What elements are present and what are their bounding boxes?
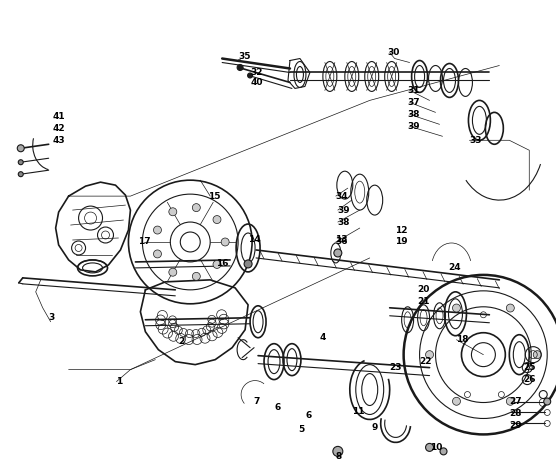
Text: 37: 37 bbox=[408, 98, 420, 107]
Circle shape bbox=[506, 304, 514, 312]
Text: 18: 18 bbox=[457, 335, 469, 344]
Text: 6: 6 bbox=[274, 403, 280, 412]
Text: 35: 35 bbox=[238, 52, 251, 61]
Text: 20: 20 bbox=[418, 285, 430, 294]
Text: 11: 11 bbox=[352, 407, 364, 416]
Text: 41: 41 bbox=[53, 112, 65, 121]
Text: 14: 14 bbox=[248, 236, 261, 245]
Circle shape bbox=[452, 304, 461, 312]
Text: 1: 1 bbox=[116, 377, 123, 386]
Text: 10: 10 bbox=[429, 443, 442, 452]
Text: 30: 30 bbox=[388, 48, 400, 57]
Circle shape bbox=[17, 145, 25, 152]
Text: 32: 32 bbox=[250, 68, 262, 77]
Circle shape bbox=[213, 216, 221, 224]
Text: 24: 24 bbox=[448, 264, 461, 272]
Circle shape bbox=[334, 249, 342, 257]
Text: 17: 17 bbox=[138, 238, 151, 247]
Circle shape bbox=[237, 65, 243, 70]
Circle shape bbox=[426, 443, 433, 451]
Circle shape bbox=[244, 260, 252, 268]
Circle shape bbox=[426, 351, 433, 359]
Circle shape bbox=[213, 260, 221, 268]
Text: 38: 38 bbox=[408, 110, 420, 119]
Circle shape bbox=[544, 398, 551, 405]
Text: 13: 13 bbox=[335, 236, 348, 245]
Text: 9: 9 bbox=[372, 423, 378, 432]
Text: 19: 19 bbox=[395, 238, 407, 247]
Circle shape bbox=[333, 446, 343, 456]
Circle shape bbox=[440, 448, 447, 455]
Text: 3: 3 bbox=[48, 314, 55, 322]
Text: 43: 43 bbox=[53, 136, 65, 145]
Text: 33: 33 bbox=[470, 136, 482, 145]
Text: 36: 36 bbox=[336, 238, 348, 247]
Text: 15: 15 bbox=[208, 191, 221, 200]
Circle shape bbox=[18, 160, 23, 165]
Circle shape bbox=[169, 268, 177, 276]
Circle shape bbox=[192, 272, 201, 280]
Circle shape bbox=[452, 397, 461, 405]
Text: 38: 38 bbox=[338, 218, 350, 227]
Text: 40: 40 bbox=[250, 78, 262, 87]
Circle shape bbox=[192, 204, 201, 211]
Text: 25: 25 bbox=[523, 363, 536, 372]
Text: 27: 27 bbox=[509, 397, 522, 406]
Text: 16: 16 bbox=[216, 259, 229, 268]
Circle shape bbox=[154, 226, 162, 234]
Circle shape bbox=[169, 208, 177, 216]
Text: 28: 28 bbox=[509, 409, 522, 418]
Text: 7: 7 bbox=[253, 397, 260, 406]
Text: 39: 39 bbox=[408, 122, 420, 131]
Circle shape bbox=[248, 73, 252, 78]
Circle shape bbox=[506, 397, 514, 405]
Text: 6: 6 bbox=[306, 411, 312, 420]
Text: 22: 22 bbox=[419, 357, 432, 366]
Circle shape bbox=[533, 351, 541, 359]
Text: 8: 8 bbox=[336, 452, 342, 461]
Text: 2: 2 bbox=[178, 337, 184, 346]
Text: 4: 4 bbox=[320, 333, 326, 342]
Text: 5: 5 bbox=[298, 425, 304, 434]
Circle shape bbox=[221, 238, 229, 246]
Circle shape bbox=[18, 171, 23, 177]
Text: 39: 39 bbox=[338, 206, 350, 215]
Text: 12: 12 bbox=[395, 226, 407, 235]
Text: 31: 31 bbox=[408, 86, 420, 95]
Text: 23: 23 bbox=[390, 363, 402, 372]
Circle shape bbox=[154, 250, 162, 258]
Text: 21: 21 bbox=[418, 297, 430, 306]
Text: 34: 34 bbox=[336, 191, 349, 200]
Text: 42: 42 bbox=[53, 124, 65, 133]
Text: 29: 29 bbox=[509, 421, 522, 430]
Text: 26: 26 bbox=[523, 375, 536, 384]
